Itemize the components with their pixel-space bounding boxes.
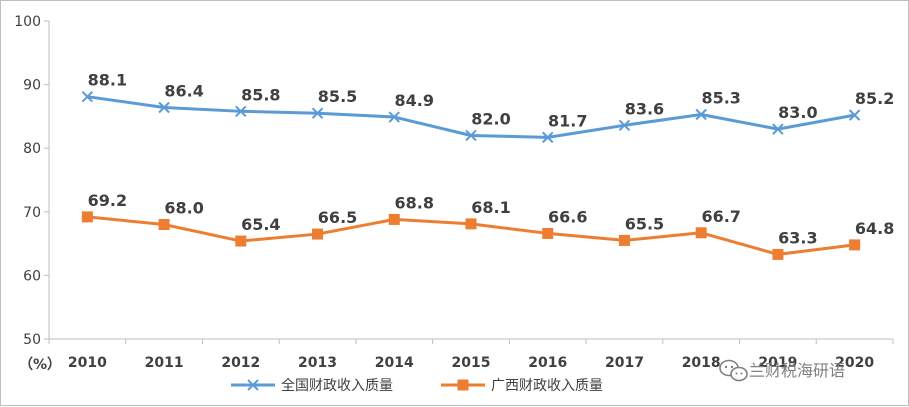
data-label: 88.1 xyxy=(88,71,127,90)
data-label: 84.9 xyxy=(395,91,434,110)
data-point xyxy=(158,101,170,114)
data-label: 64.8 xyxy=(855,219,894,238)
data-point xyxy=(312,228,324,240)
data-label: 68.8 xyxy=(395,193,434,212)
y-tick-label: 60 xyxy=(23,268,41,284)
x-tick-label: 2013 xyxy=(298,355,337,371)
y-axis-unit: （%） xyxy=(19,357,61,373)
data-label: 86.4 xyxy=(164,81,203,100)
marker-stroke xyxy=(772,123,784,135)
data-label: 66.5 xyxy=(318,208,357,227)
y-tick-label: 70 xyxy=(23,205,41,221)
data-point xyxy=(388,213,400,225)
watermark: 兰财税海研语 xyxy=(719,359,845,382)
data-point xyxy=(695,108,707,121)
x-tick-label: 2014 xyxy=(375,355,414,371)
data-label: 85.2 xyxy=(855,89,894,108)
data-label: 85.5 xyxy=(318,87,357,106)
legend-item-1: 全国财政收入质量 xyxy=(231,377,393,394)
series-layer: 88.1 86.4 85.8 85.5 84.9 82.0 81.7 83.6 85.3 83.0… xyxy=(81,71,894,260)
x-tick-label: 2011 xyxy=(145,355,184,371)
wechat-icon xyxy=(719,359,748,382)
series-1: 88.1 86.4 85.8 85.5 84.9 82.0 81.7 83.6 85.3 83.0… xyxy=(81,71,894,144)
data-point xyxy=(388,111,400,123)
marker-stroke xyxy=(542,131,554,144)
marker-stroke xyxy=(235,105,247,118)
marker-stroke xyxy=(311,107,324,119)
y-axis-ticks: 50 60 70 80 90 100 xyxy=(14,14,49,348)
data-point xyxy=(695,227,707,239)
y-tick-label: 90 xyxy=(23,78,41,94)
marker-stroke xyxy=(81,90,94,103)
data-point xyxy=(465,129,477,142)
data-label: 85.8 xyxy=(241,85,280,104)
data-label: 83.6 xyxy=(625,99,664,118)
data-label: 68.1 xyxy=(471,198,510,217)
data-label: 81.7 xyxy=(548,111,587,130)
watermark-text: 兰财税海研语 xyxy=(749,361,845,380)
x-tick-label: 2016 xyxy=(528,355,567,371)
data-point xyxy=(618,234,630,246)
x-tick-label: 2017 xyxy=(605,355,644,371)
data-point xyxy=(618,119,631,132)
data-point xyxy=(542,131,554,144)
data-point xyxy=(465,218,477,230)
y-tick-label: 100 xyxy=(14,14,41,30)
marker-stroke xyxy=(618,119,631,132)
x-tick-label: 2015 xyxy=(452,355,491,371)
data-label: 65.5 xyxy=(625,214,664,233)
legend-marker xyxy=(247,379,259,391)
data-point xyxy=(772,248,784,260)
data-label: 66.6 xyxy=(548,207,587,226)
data-point xyxy=(772,123,784,135)
x-axis-ticks: 2010 2011 2012 2013 2014 2015 2016 2017 2018 2019… xyxy=(48,339,894,371)
legend-item-2: 广西财政收入质量 xyxy=(441,378,603,394)
x-tick-label: 2020 xyxy=(835,355,874,371)
data-point xyxy=(848,109,861,121)
legend-marker xyxy=(457,379,469,391)
data-label: 69.2 xyxy=(88,191,127,210)
marker-stroke xyxy=(848,109,861,121)
data-label: 63.3 xyxy=(778,228,817,247)
x-tick-label: 2018 xyxy=(682,355,721,371)
data-point xyxy=(311,107,324,119)
marker-stroke xyxy=(695,108,707,121)
data-point xyxy=(235,105,247,118)
data-point xyxy=(81,90,94,103)
marker-stroke xyxy=(158,101,170,114)
x-tick-label: 2010 xyxy=(68,355,107,371)
series-2: 69.2 68.0 65.4 66.5 68.8 68.1 66.6 65.5 66.7 63.3… xyxy=(81,191,894,260)
data-point xyxy=(849,239,861,251)
data-point xyxy=(81,211,93,223)
data-point xyxy=(158,219,170,231)
y-tick-label: 50 xyxy=(23,332,41,348)
data-label: 66.7 xyxy=(701,207,740,226)
data-label: 83.0 xyxy=(778,103,817,122)
y-tick-label: 80 xyxy=(23,141,41,157)
legend-label: 全国财政收入质量 xyxy=(281,377,393,394)
axes xyxy=(48,21,893,340)
legend: 全国财政收入质量 广西财政收入质量 xyxy=(231,377,603,394)
data-point xyxy=(542,227,554,239)
data-label: 82.0 xyxy=(471,109,510,128)
data-point xyxy=(235,235,247,247)
marker-stroke xyxy=(465,129,477,142)
data-label: 68.0 xyxy=(164,199,203,218)
x-tick-label: 2012 xyxy=(221,355,260,371)
marker-stroke xyxy=(388,111,400,123)
legend-label: 广西财政收入质量 xyxy=(491,378,603,394)
data-label: 85.3 xyxy=(701,88,740,107)
data-label: 65.4 xyxy=(241,215,280,234)
x-tick-label: 2019 xyxy=(758,355,797,371)
